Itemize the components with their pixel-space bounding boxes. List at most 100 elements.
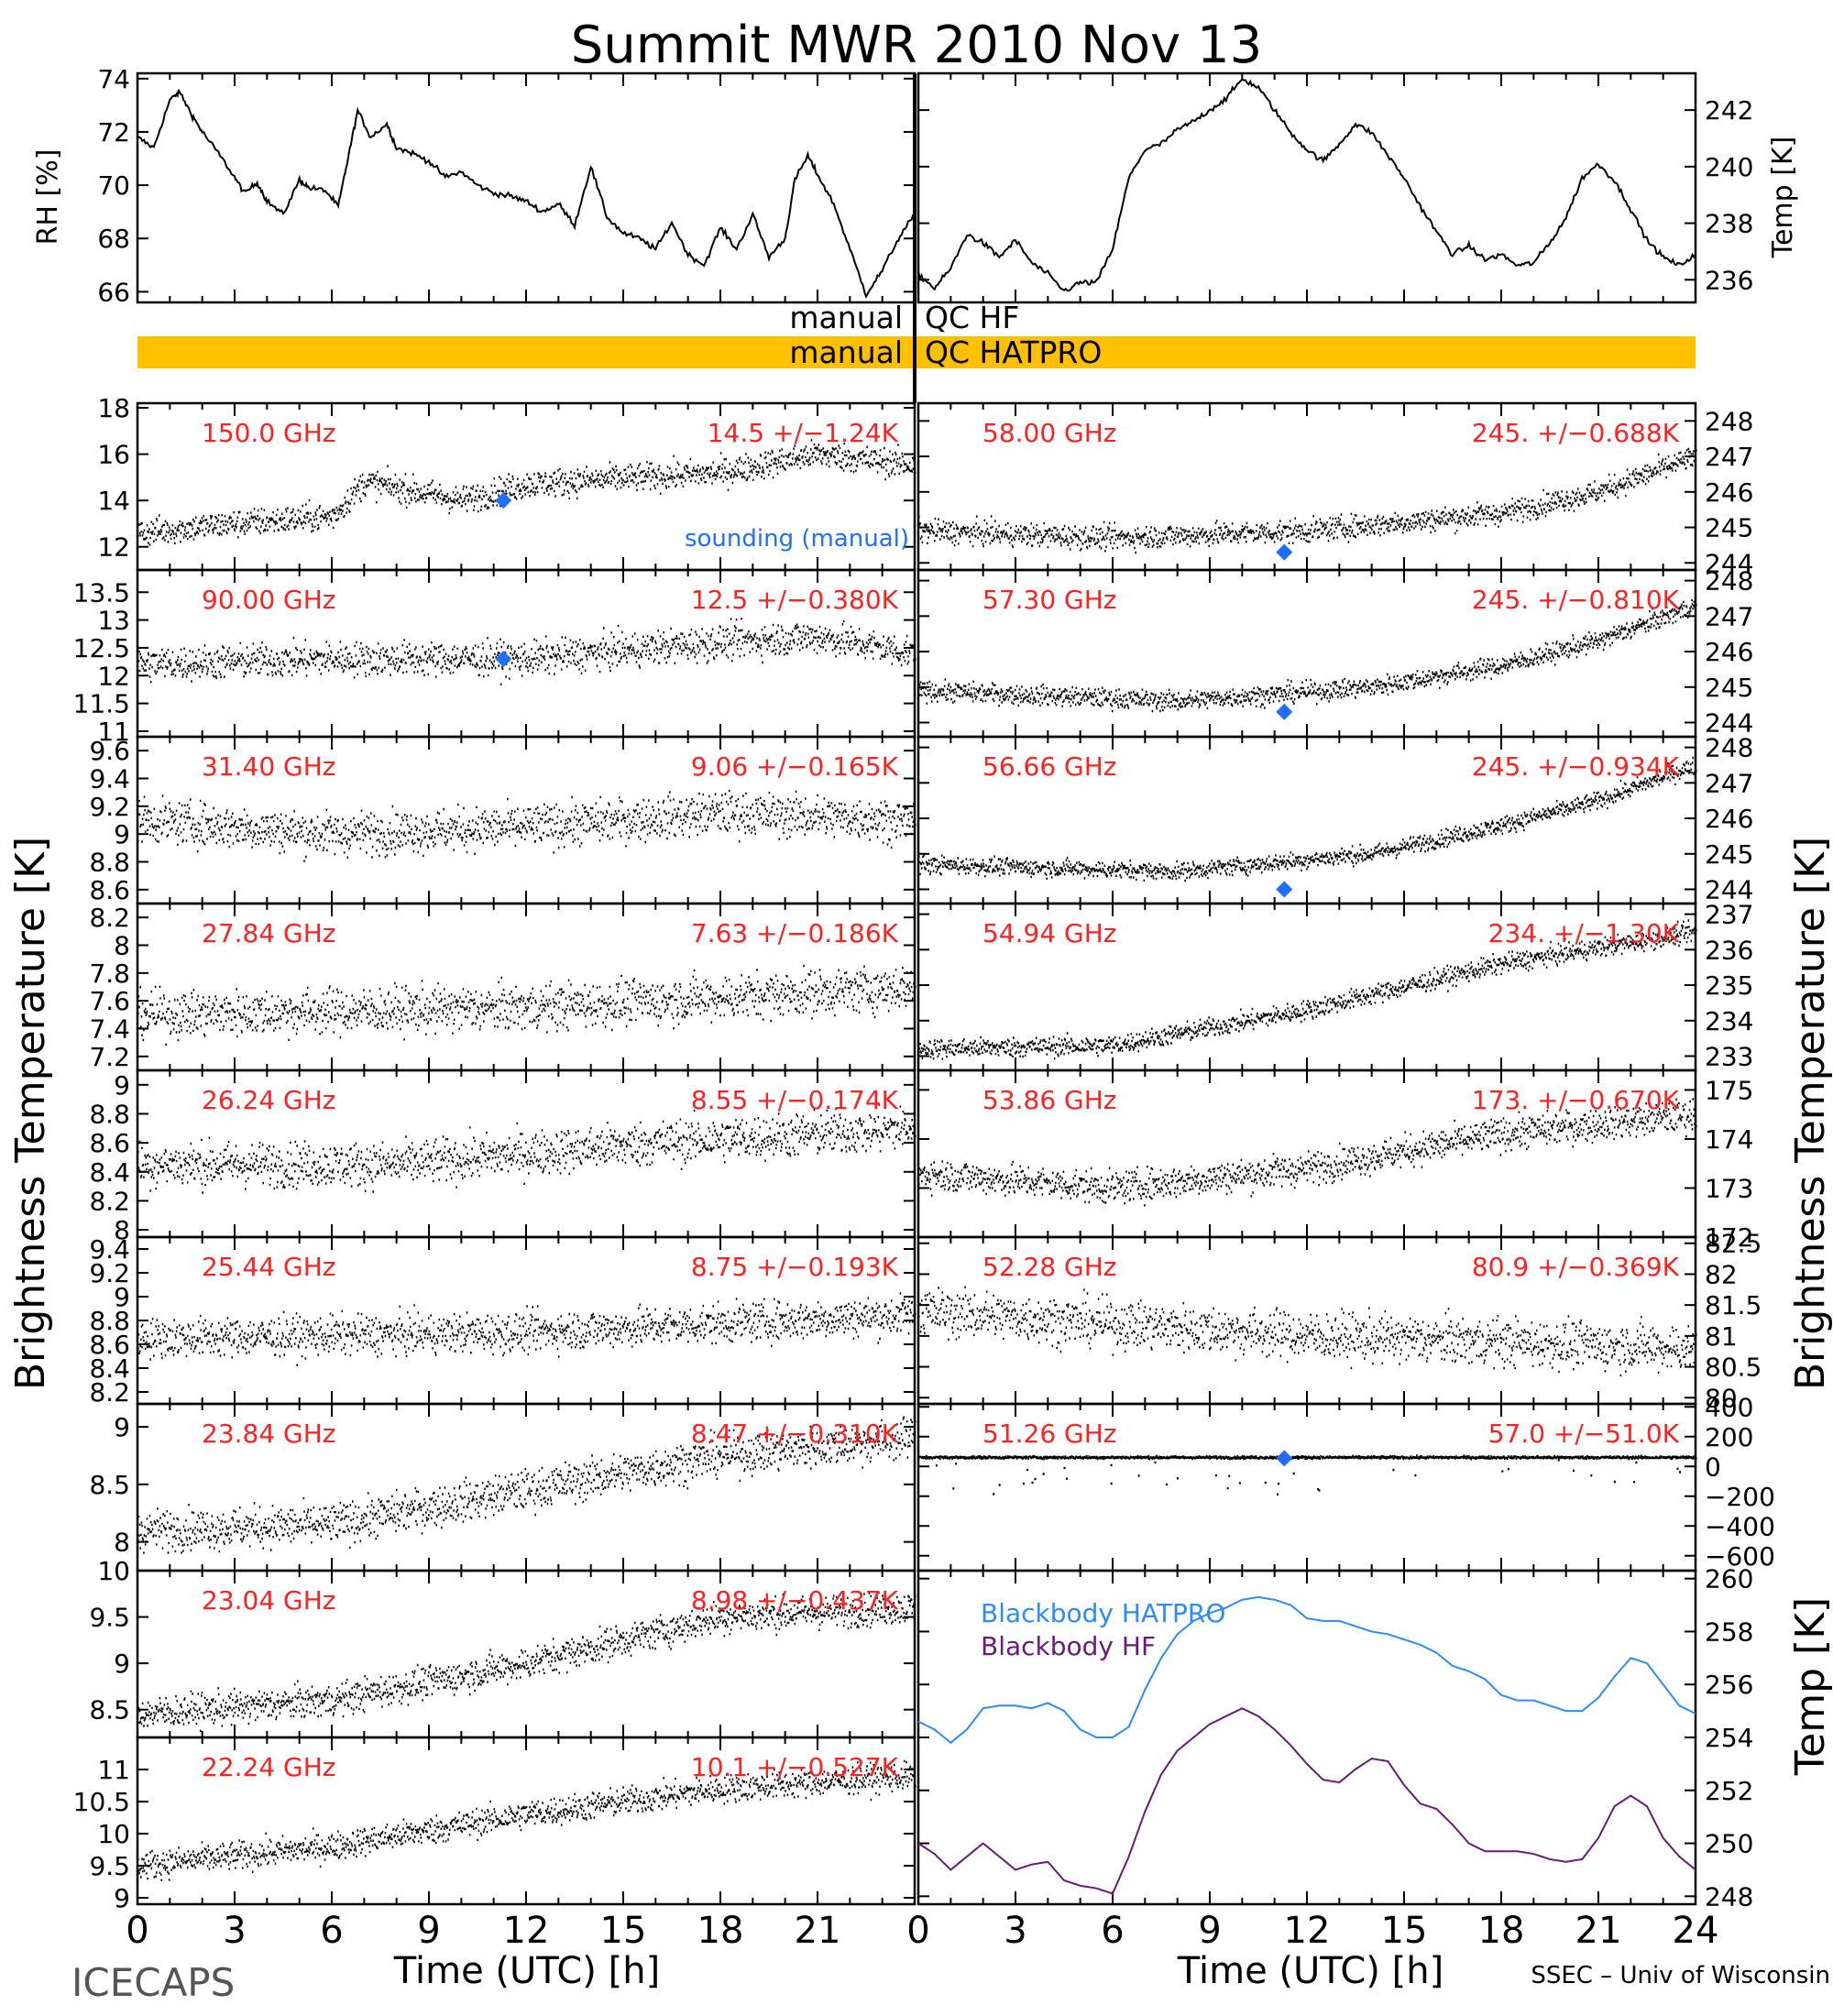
- x-tick-right: 24: [1673, 1910, 1719, 1952]
- y-tick-label: 81: [1705, 1321, 1738, 1352]
- bt-left-ylabel: Brightness Temperature [K]: [7, 837, 54, 1390]
- qc-hatpro-right: QC HATPRO: [925, 334, 1102, 370]
- y-tick-label: 9.4: [89, 764, 130, 794]
- series-points: [918, 919, 1697, 1060]
- x-axis-label-right: Time (UTC) [h]: [1177, 1950, 1443, 1992]
- panel-r5386: 172 173 174 175 53.86 GHz 173. +/−0.670K: [916, 1068, 1753, 1253]
- x-tick-right: 15: [1381, 1910, 1428, 1952]
- y-tick-label: 8.8: [89, 1099, 130, 1129]
- stat-label: 57.0 +/−51.0K: [1488, 1419, 1680, 1449]
- panel-bb: 248 250 252 254 256 258 260: [916, 1564, 1753, 1912]
- y-tick-label: 12: [97, 532, 130, 563]
- y-tick-label: 8.8: [89, 848, 130, 878]
- freq-label: 31.40 GHz: [202, 751, 336, 782]
- y-tick-label: 9.4: [89, 1234, 130, 1265]
- panel-l2624: 88.28.48.68.89 26.24 GHz 8.55 +/−0.174K: [89, 1068, 916, 1245]
- y-tick-label: 16: [97, 440, 130, 470]
- y-tick-label: 8.6: [89, 1128, 130, 1158]
- y-tick-label: 11: [97, 1755, 130, 1785]
- y-tick-label: 260: [1705, 1564, 1753, 1594]
- y-tick-label: 9: [114, 1649, 130, 1679]
- temp-ylabel: Temp [K]: [1767, 137, 1799, 259]
- y-tick-label: 8.5: [89, 1695, 130, 1726]
- panel-r58: 244 245 246 247 248 58.00 GHz 245. +/−0.688K: [916, 401, 1753, 578]
- y-tick-label: 70: [97, 170, 130, 201]
- legend-hatpro: Blackbody HATPRO: [981, 1598, 1225, 1628]
- legend-hf: Blackbody HF: [981, 1631, 1156, 1661]
- x-tick-left: 21: [795, 1910, 841, 1952]
- x-tick-right: 6: [1101, 1910, 1124, 1952]
- series-line-blackbody-hatpro: [917, 1595, 1696, 1745]
- y-tick-label: 11.5: [73, 689, 130, 719]
- y-tick-label: 8.8: [89, 1306, 130, 1336]
- stat-label: 12.5 +/−0.380K: [691, 585, 899, 615]
- sounding-marker: [1276, 703, 1293, 720]
- x-tick-right: 3: [1004, 1910, 1026, 1952]
- y-tick-label: 82: [1705, 1259, 1738, 1289]
- y-tick-label: 7.6: [89, 986, 130, 1016]
- y-tick-label: 8: [114, 1528, 130, 1558]
- y-tick-label: 80: [1705, 1383, 1738, 1413]
- y-tick-label: 174: [1705, 1124, 1753, 1155]
- y-tick-label: 82.5: [1705, 1229, 1762, 1259]
- freq-label: 26.24 GHz: [202, 1085, 336, 1115]
- y-tick-label: 12: [97, 661, 130, 691]
- freq-label: 25.44 GHz: [202, 1252, 336, 1282]
- series-points: [137, 439, 916, 546]
- series-points: [137, 1416, 916, 1554]
- freq-label: 27.84 GHz: [202, 918, 336, 948]
- stat-label: 80.9 +/−0.369K: [1472, 1252, 1680, 1282]
- series-points: [137, 964, 916, 1046]
- y-tick-label: 7.4: [89, 1014, 130, 1045]
- x-tick-right: 0: [906, 1910, 929, 1952]
- stat-label: 8.55 +/−0.174K: [691, 1085, 899, 1115]
- y-tick-label: 246: [1705, 477, 1753, 508]
- series-line-blackbody-hf: [917, 1707, 1696, 1895]
- stat-label: 8.47 +/−0.310K: [691, 1419, 899, 1449]
- y-tick-label: 11: [97, 717, 130, 747]
- series-points: [137, 1101, 916, 1194]
- y-tick-label: 237: [1705, 900, 1753, 930]
- y-tick-label: 246: [1705, 804, 1753, 834]
- qc-hatpro-left: manual: [789, 334, 903, 370]
- y-tick-label: 8.4: [89, 1157, 130, 1188]
- freq-label: 23.04 GHz: [202, 1585, 336, 1616]
- series-line-rh: [137, 89, 916, 299]
- y-tick-label: 248: [1705, 566, 1753, 597]
- y-tick-label: 248: [1705, 406, 1753, 436]
- freq-label: 150.0 GHz: [202, 418, 336, 448]
- x-tick-right: 9: [1198, 1910, 1221, 1952]
- y-tick-label: 9: [114, 1883, 130, 1913]
- stat-label: 8.98 +/−0.437K: [691, 1585, 899, 1616]
- y-tick-label: 7.2: [89, 1042, 130, 1072]
- x-tick-left: 15: [600, 1910, 647, 1952]
- x-tick-left: 9: [417, 1910, 440, 1952]
- freq-label: 23.84 GHz: [202, 1419, 336, 1449]
- x-tick-labels: 0 3 6 9 12 15 18 21 0 3 6 9 12 15 18 21 24: [126, 1910, 1718, 1952]
- y-tick-label: 254: [1705, 1723, 1753, 1753]
- series-points: [137, 789, 916, 862]
- y-tick-label: 8.2: [89, 903, 130, 933]
- y-tick-label: 240: [1705, 152, 1753, 182]
- y-tick-label: 8.2: [89, 1377, 130, 1408]
- panel-rh: 66 68 70 72 74: [97, 64, 916, 307]
- panel-l2544: 8.28.48.68.899.29.4 25.44 GHz 8.75 +/−0.19…: [89, 1234, 916, 1408]
- stat-label: 173. +/−0.670K: [1472, 1085, 1680, 1115]
- freq-label: 54.94 GHz: [982, 918, 1117, 948]
- sounding-label: sounding (manual): [685, 525, 909, 553]
- y-tick-label: 9.5: [89, 1851, 130, 1881]
- series-points: [918, 444, 1697, 554]
- y-tick-label: 13.5: [73, 577, 130, 608]
- y-tick-label: 8.4: [89, 1353, 130, 1384]
- y-tick-label: 14: [97, 486, 130, 516]
- panel-l31: 8.68.899.29.49.6 31.40 GHz 9.06 +/−0.165K: [89, 735, 916, 905]
- y-tick-label: 252: [1705, 1776, 1753, 1806]
- stat-label: 14.5 +/−1.24K: [708, 418, 899, 448]
- freq-label: 58.00 GHz: [982, 418, 1117, 448]
- stat-label: 10.1 +/−0.527K: [691, 1752, 899, 1782]
- freq-label: 57.30 GHz: [982, 585, 1117, 615]
- y-tick-label: 247: [1705, 601, 1753, 631]
- x-tick-left: 18: [697, 1910, 744, 1952]
- y-tick-label: 18: [97, 393, 130, 423]
